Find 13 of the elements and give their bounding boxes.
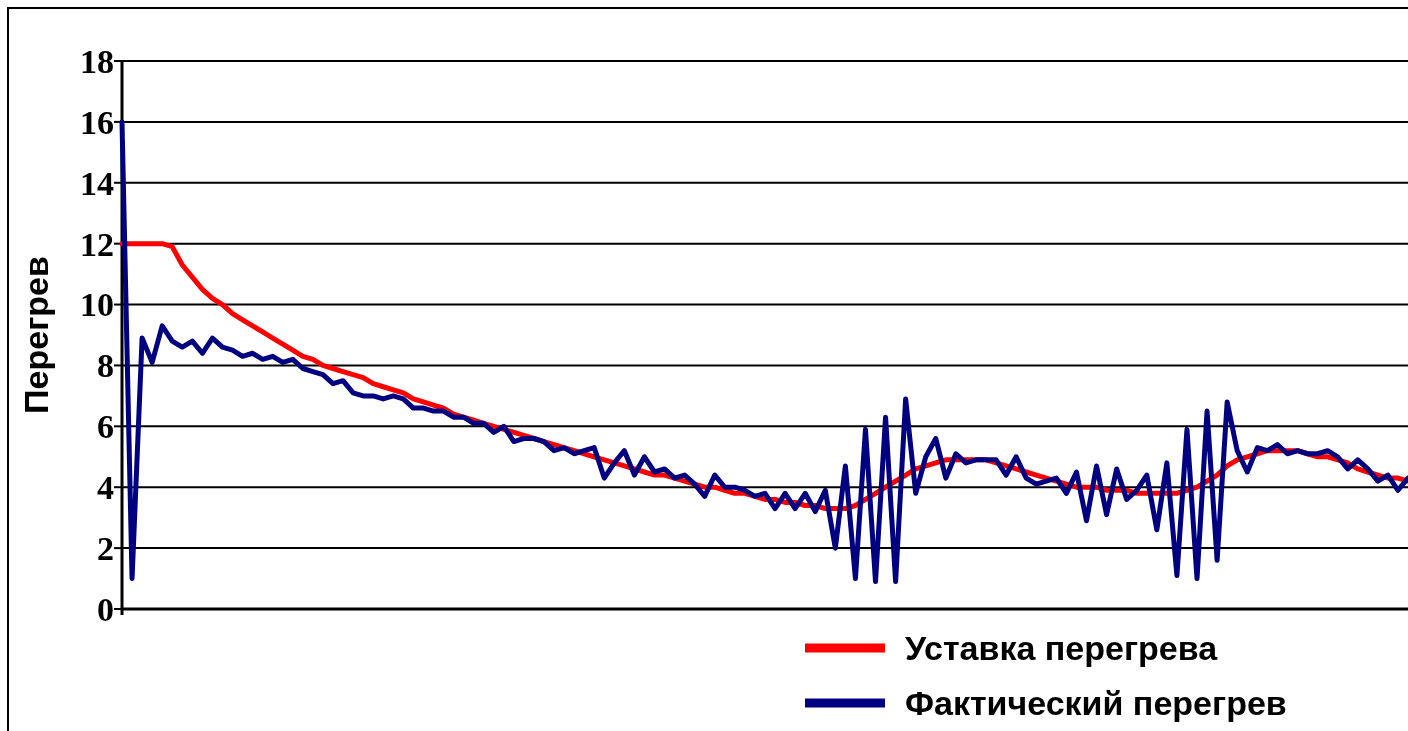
y-tick-label: 4	[97, 469, 114, 507]
y-tick-label: 0	[97, 590, 114, 628]
y-axis-title: Перегрев	[17, 256, 55, 414]
y-tick-label: 8	[97, 347, 114, 385]
y-tick-label: 10	[80, 286, 114, 324]
y-tick-label: 14	[80, 164, 114, 202]
legend-label: Уставка перегрева	[905, 628, 1219, 667]
legend-label: Фактический перегрев	[905, 683, 1287, 722]
y-tick-label: 16	[80, 103, 114, 141]
y-tick-label: 2	[97, 530, 114, 568]
y-tick-label: 12	[80, 225, 114, 263]
y-tick-label: 6	[97, 408, 114, 446]
y-tick-label: 18	[80, 42, 114, 80]
